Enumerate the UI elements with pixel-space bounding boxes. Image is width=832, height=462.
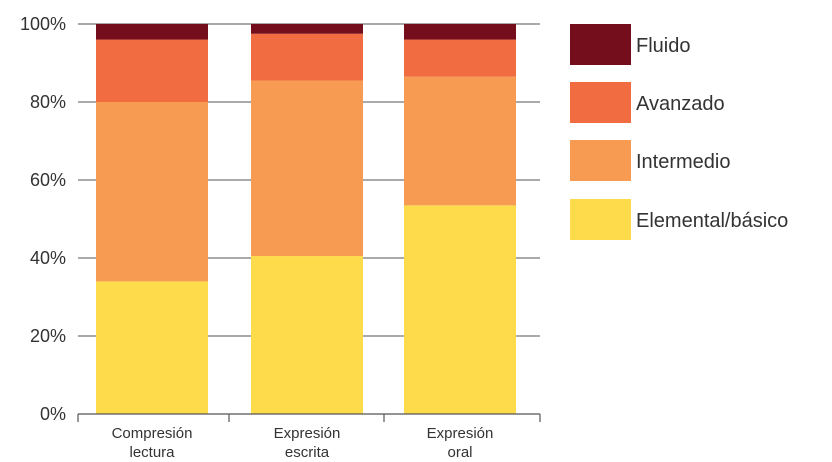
bar-segment	[96, 281, 208, 414]
y-tick-label: 0%	[40, 404, 66, 424]
bars	[96, 24, 516, 414]
bar-segment	[251, 256, 363, 414]
bar-segment	[251, 33, 363, 81]
y-tick-label: 80%	[30, 92, 66, 112]
x-category-label: lectura	[129, 444, 175, 461]
bar-segment	[96, 24, 208, 40]
legend-label: Fluido	[636, 35, 690, 57]
y-tick-label: 100%	[20, 14, 66, 34]
bar-segment	[251, 24, 363, 34]
bar-segment	[404, 24, 516, 40]
legend-swatch	[570, 199, 631, 240]
bar-segment	[404, 39, 516, 77]
x-axis	[77, 413, 541, 422]
y-tick-label: 60%	[30, 170, 66, 190]
legend-swatch	[570, 82, 631, 123]
x-category-label: Expresión	[427, 425, 494, 442]
legend-item: Intermedio	[570, 140, 731, 181]
legend-label: Avanzado	[636, 93, 725, 115]
x-category-label: oral	[447, 444, 472, 461]
legend-item: Fluido	[570, 24, 690, 65]
y-tick-label: 40%	[30, 248, 66, 268]
y-tick-label: 20%	[30, 326, 66, 346]
legend-item: Elemental/básico	[570, 199, 788, 240]
bar-segment	[96, 102, 208, 282]
legend-swatch	[570, 140, 631, 181]
bar-segment	[404, 76, 516, 206]
legend-label: Intermedio	[636, 151, 731, 173]
y-axis-tick-labels: 0% 20% 40% 60% 80% 100%	[20, 14, 66, 424]
bar-segment	[404, 205, 516, 414]
x-axis-category-labels: Compresión lectura Expresión escrita Expresi…	[112, 425, 494, 461]
x-category-label: Expresión	[274, 425, 341, 442]
bar-segment	[251, 80, 363, 257]
x-category-label: escrita	[285, 444, 330, 461]
legend: Fluido Avanzado Intermedio Elemental/básico	[570, 24, 788, 240]
x-category-label: Compresión	[112, 425, 193, 442]
legend-label: Elemental/básico	[636, 210, 788, 232]
legend-swatch	[570, 24, 631, 65]
bar-segment	[96, 39, 208, 102]
legend-item: Avanzado	[570, 82, 725, 123]
